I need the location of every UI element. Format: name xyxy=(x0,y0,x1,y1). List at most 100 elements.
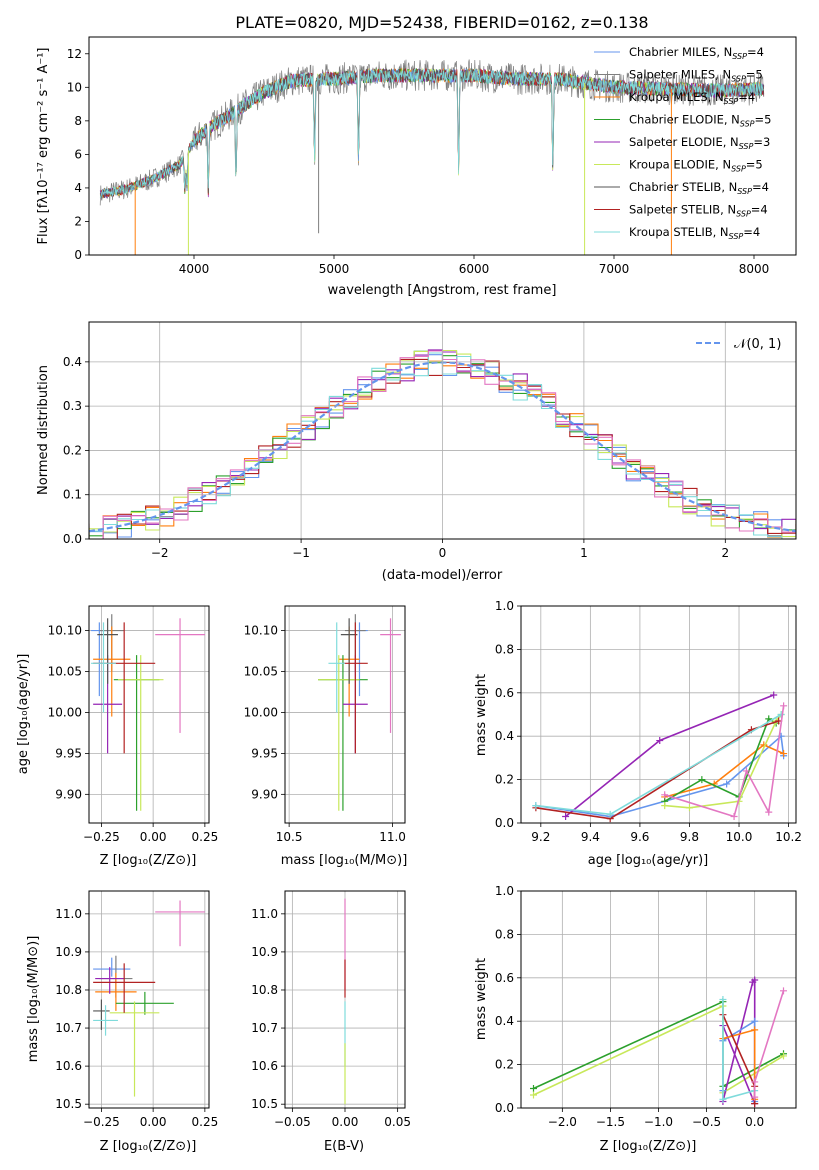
weight-marker xyxy=(656,737,664,745)
x-tick-label: 0 xyxy=(439,546,447,560)
y-tick-label: 0.4 xyxy=(495,1014,514,1028)
y-tick-label: 0.8 xyxy=(495,642,514,656)
x-tick-label: 0.00 xyxy=(332,1115,359,1129)
x-tick-label: −2 xyxy=(151,546,169,560)
weight-marker xyxy=(532,802,540,810)
weight-marker xyxy=(530,1084,537,1092)
y-tick-label: 0.0 xyxy=(495,816,514,830)
y-tick-label: 0.4 xyxy=(495,729,514,743)
weight-marker xyxy=(751,1078,759,1086)
errorbar-point-salpeter-stelib xyxy=(93,963,156,1013)
y-tick-label: 10.10 xyxy=(48,624,82,638)
weight-marker xyxy=(530,1091,537,1099)
axes-frame xyxy=(520,605,797,824)
weight-marker xyxy=(765,808,773,816)
x-tick-label: −0.25 xyxy=(83,1115,120,1129)
weight-marker xyxy=(751,1093,759,1101)
y-tick-label: 0.0 xyxy=(495,1101,514,1115)
weight-marker xyxy=(742,767,750,775)
gaussian-legend-label: 𝒩(0, 1) xyxy=(734,337,781,352)
y-tick-label: 0.0 xyxy=(63,532,82,546)
errorbar-point-pink xyxy=(155,900,205,947)
residuals-ylabel: Normed distribution xyxy=(36,365,51,495)
axes-frame xyxy=(284,605,406,824)
x-tick-label: 5000 xyxy=(319,262,350,276)
weight-line-kroupa-miles xyxy=(664,743,784,798)
y-tick-label: 10.10 xyxy=(244,624,278,638)
mass-vs-extinction-xlabel: E(B-V) xyxy=(324,1139,364,1154)
y-tick-label: 10.9 xyxy=(251,945,278,959)
y-tick-label: 9.95 xyxy=(251,746,278,760)
y-tick-label: 0.2 xyxy=(495,773,514,787)
age-vs-mass-panel: 10.5 11.0 9.90 9.95 10.00 10.05 10.10 mass [lo… xyxy=(244,605,408,868)
y-tick-label: 10.7 xyxy=(55,1021,82,1035)
weight-vs-metallicity-ylabel: mass weight xyxy=(474,958,489,1040)
weight-marker xyxy=(777,711,785,718)
x-tick-label: −1.5 xyxy=(596,1115,625,1129)
weight-vs-metallicity-xlabel: Z [log₁₀(Z/Z⊙)] xyxy=(600,1139,697,1154)
age-vs-mass-errorbars xyxy=(318,614,401,811)
weight-vs-age-axes: 9.2 9.4 9.6 9.8 10.0 10.2 0.0 0.2 0.4 0.6 0.8 1.0 xyxy=(495,599,802,844)
y-tick-label: 10.05 xyxy=(244,665,278,679)
age-vs-mass-xlabel: mass [log₁₀(M/M⊙)] xyxy=(281,853,408,868)
weight-marker xyxy=(606,810,614,818)
weight-marker xyxy=(719,1095,727,1103)
weight-marker xyxy=(719,996,727,1003)
spectrum-trace-kroupa-stelib xyxy=(99,67,764,199)
x-tick-label: 0.05 xyxy=(384,1115,411,1129)
y-tick-label: 6 xyxy=(74,147,82,161)
legend-label-kroupa-stelib: Kroupa STELIB, NSSP=4 xyxy=(629,225,760,241)
x-tick-label: 10.0 xyxy=(726,830,753,844)
y-tick-label: 0.3 xyxy=(63,399,82,413)
x-tick-label: −0.05 xyxy=(274,1115,311,1129)
y-tick-label: 10.00 xyxy=(244,705,278,719)
weight-vs-age-ylabel: mass weight xyxy=(474,674,489,756)
x-tick-label: 2 xyxy=(721,546,729,560)
errorbar-point-chabrier-elodie xyxy=(115,991,174,1015)
x-tick-label: 6000 xyxy=(459,262,490,276)
x-tick-label: 10.2 xyxy=(775,830,802,844)
weight-marker xyxy=(661,802,669,810)
errorbar-point-kroupa-elodie xyxy=(318,655,360,811)
errorbar-point-kroupa-stelib xyxy=(93,1005,118,1036)
x-tick-label: −2.0 xyxy=(548,1115,577,1129)
legend-label-chabrier-stelib: Chabrier STELIB, NSSP=4 xyxy=(629,180,769,196)
weight-marker xyxy=(751,1017,759,1025)
legend-label-chabrier-miles: Chabrier MILES, NSSP=4 xyxy=(629,45,764,61)
weight-marker xyxy=(562,812,570,820)
weight-marker xyxy=(780,750,788,758)
axes-frame xyxy=(520,890,797,1109)
axes-frame xyxy=(88,36,797,256)
x-tick-label: 7000 xyxy=(599,262,630,276)
residuals-xlabel: (data-model)/error xyxy=(382,568,503,583)
x-tick-label: 0.25 xyxy=(192,1115,219,1129)
y-tick-label: 10.9 xyxy=(55,945,82,959)
y-tick-label: 1.0 xyxy=(495,599,514,613)
y-tick-label: 12 xyxy=(67,47,82,61)
y-tick-label: 2 xyxy=(74,214,82,228)
mass-vs-metallicity-panel: −0.25 0.00 0.25 10.5 10.6 10.7 10.8 10.9 11.0 Z … xyxy=(26,890,219,1154)
y-tick-label: 9.95 xyxy=(55,746,82,760)
axes-frame xyxy=(88,890,210,1109)
weight-vs-age-lines xyxy=(532,691,788,823)
x-tick-label: 9.6 xyxy=(630,830,649,844)
x-tick-label: 11.0 xyxy=(379,830,406,844)
y-tick-label: 4 xyxy=(74,181,82,195)
weight-vs-age-xlabel: age [log₁₀(age/yr)] xyxy=(588,853,709,868)
errorbar-point-salpeter-elodie xyxy=(95,967,125,994)
spectrum-traces xyxy=(99,59,765,255)
weight-marker xyxy=(685,804,693,812)
errorbar-point-kroupa-elodie xyxy=(109,1001,160,1097)
y-tick-label: 8 xyxy=(74,114,82,128)
age-vs-metallicity-ylabel: age [log₁₀(age/yr)] xyxy=(16,654,31,775)
x-tick-label: −0.5 xyxy=(692,1115,721,1129)
x-tick-label: −0.25 xyxy=(83,830,120,844)
errorbar-point-kroupa-elodie xyxy=(117,655,164,811)
weight-marker xyxy=(730,812,738,820)
x-tick-label: 0.0 xyxy=(745,1115,764,1129)
weight-marker xyxy=(780,702,788,710)
y-tick-label: 10 xyxy=(67,80,82,94)
x-tick-label: 0.25 xyxy=(192,830,219,844)
errorbar-point-pink xyxy=(380,618,401,733)
y-tick-label: 0.6 xyxy=(495,686,514,700)
